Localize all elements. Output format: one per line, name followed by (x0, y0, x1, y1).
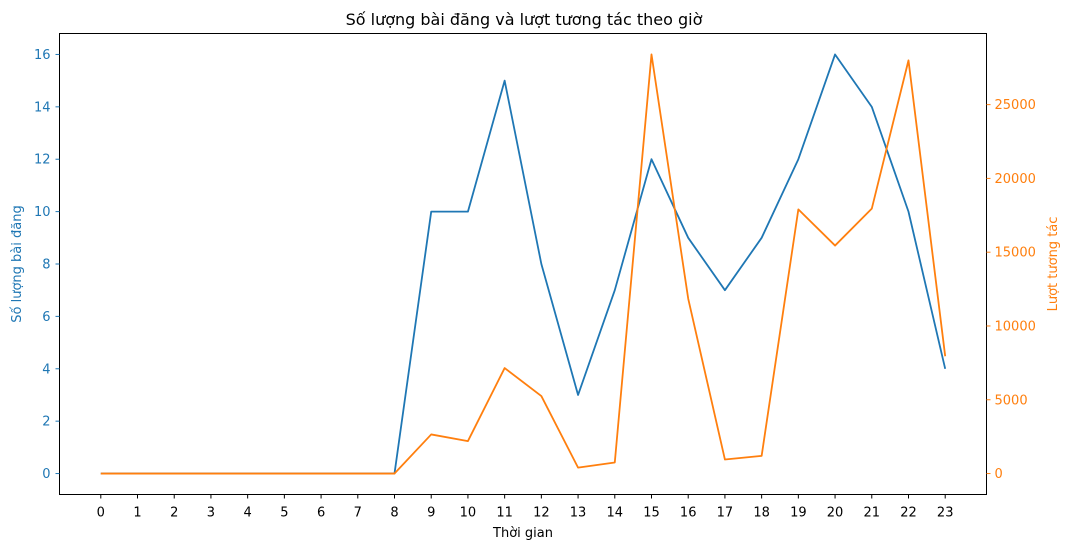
x-tick-label: 18 (753, 506, 770, 521)
right-y-tick-label: 10000 (995, 319, 1036, 334)
left-y-tick-label: 6 (42, 310, 50, 325)
right-y-axis-title: Lượt tương tác (1046, 217, 1061, 312)
right-y-tick-label: 5000 (995, 393, 1028, 408)
x-tick-label: 23 (937, 506, 954, 521)
x-tick-label: 3 (207, 506, 215, 521)
right-y-axis: 0 5000 10000 15000 20000 25000 (986, 98, 1036, 482)
left-y-tick-label: 4 (42, 362, 50, 377)
series-group (100, 53, 947, 475)
x-axis-title: Thời gian (492, 526, 553, 541)
right-y-tick-label: 20000 (995, 172, 1036, 187)
x-tick-label: 2 (170, 506, 178, 521)
x-tick-label: 11 (496, 506, 513, 521)
x-tick-label: 6 (317, 506, 325, 521)
x-tick-label: 0 (97, 506, 105, 521)
left-y-tick-label: 16 (34, 48, 51, 63)
x-tick-label: 17 (717, 506, 734, 521)
x-tick-label: 21 (864, 506, 881, 521)
x-tick-label: 16 (680, 506, 697, 521)
left-y-tick-label: 0 (42, 467, 50, 482)
plot-area (59, 33, 987, 495)
x-tick-label: 9 (427, 506, 435, 521)
x-tick-label: 10 (460, 506, 477, 521)
interactions-line (100, 53, 947, 475)
left-y-tick-label: 12 (34, 153, 51, 168)
right-y-tick-label: 25000 (995, 98, 1036, 113)
x-tick-label: 8 (390, 506, 398, 521)
left-y-axis-title: Số lượng bài đăng (10, 205, 25, 322)
right-y-tick-label: 15000 (995, 246, 1036, 261)
left-y-tick-label: 8 (42, 258, 50, 273)
x-tick-label: 20 (827, 506, 844, 521)
left-y-tick-label: 14 (34, 100, 51, 115)
x-axis: 0 1 2 3 4 5 6 7 8 9 10 11 12 13 14 15 16 17 18 19 20 21 22 23 (97, 494, 954, 521)
left-y-tick-label: 10 (34, 205, 51, 220)
x-tick-label: 4 (244, 506, 252, 521)
posts-count-line (100, 53, 947, 475)
x-tick-label: 7 (354, 506, 362, 521)
x-tick-label: 13 (570, 506, 587, 521)
chart-title: Số lượng bài đăng và lượt tương tác theo… (346, 10, 703, 29)
x-tick-label: 19 (790, 506, 807, 521)
x-tick-label: 22 (900, 506, 917, 521)
x-tick-label: 1 (133, 506, 141, 521)
x-tick-label: 14 (607, 506, 624, 521)
x-tick-label: 5 (280, 506, 288, 521)
x-tick-label: 12 (533, 506, 550, 521)
left-y-axis: 0 2 4 6 8 10 12 14 16 (34, 48, 60, 482)
left-y-tick-label: 2 (42, 415, 50, 430)
x-tick-label: 15 (643, 506, 660, 521)
right-y-tick-label: 0 (995, 467, 1003, 482)
